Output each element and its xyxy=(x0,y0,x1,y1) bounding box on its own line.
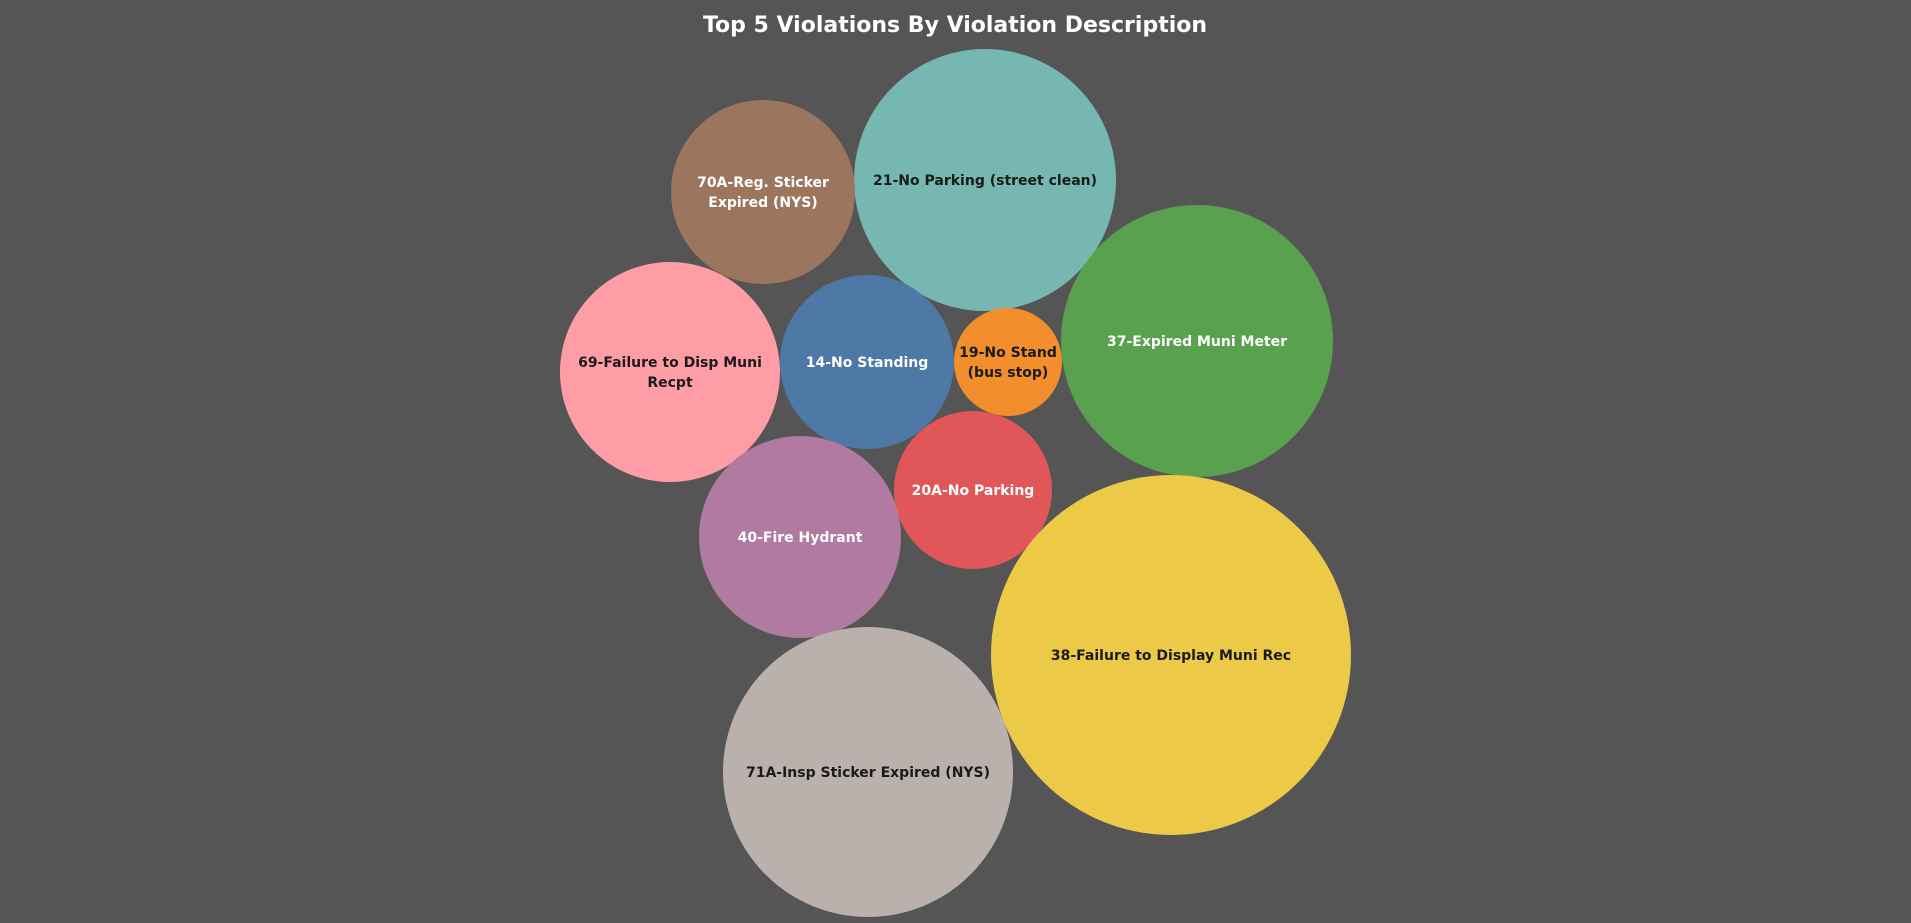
bubble[interactable]: 70A-Reg. Sticker Expired (NYS) xyxy=(671,100,855,284)
bubble[interactable]: 20A-No Parking xyxy=(894,411,1052,569)
bubble-label: (bus stop) xyxy=(968,365,1049,381)
bubbles-layer: 21-No Parking (street clean) 70A-Reg. Sti… xyxy=(560,49,1351,917)
bubble-label: 14-No Standing xyxy=(806,355,929,371)
bubble[interactable]: 21-No Parking (street clean) xyxy=(854,49,1116,311)
bubble-label: Recpt xyxy=(647,375,693,391)
bubble[interactable]: 71A-Insp Sticker Expired (NYS) xyxy=(723,627,1013,917)
bubble[interactable]: 40-Fire Hydrant xyxy=(699,436,901,638)
bubble-circle[interactable] xyxy=(560,262,780,482)
bubble[interactable]: 38-Failure to Display Muni Rec xyxy=(991,475,1351,835)
bubble-label: 20A-No Parking xyxy=(912,483,1035,499)
bubble-circle[interactable] xyxy=(1061,205,1333,477)
bubble-label: 70A-Reg. Sticker xyxy=(697,175,829,191)
bubble-circle[interactable] xyxy=(954,308,1062,416)
bubble-circle[interactable] xyxy=(671,100,855,284)
bubble-circle[interactable] xyxy=(780,275,954,449)
bubble-circle[interactable] xyxy=(894,411,1052,569)
bubble[interactable]: 19-No Stand (bus stop) xyxy=(954,308,1062,416)
bubble-circle[interactable] xyxy=(854,49,1116,311)
bubble-label: 21-No Parking (street clean) xyxy=(873,173,1097,189)
bubble-circle[interactable] xyxy=(723,627,1013,917)
bubble[interactable]: 69-Failure to Disp Muni Recpt xyxy=(560,262,780,482)
bubble-label: Expired (NYS) xyxy=(708,195,817,211)
bubble-circle[interactable] xyxy=(991,475,1351,835)
bubble-label: 40-Fire Hydrant xyxy=(738,530,863,546)
chart-title: Top 5 Violations By Violation Descriptio… xyxy=(703,13,1207,38)
bubble[interactable]: 37-Expired Muni Meter xyxy=(1061,205,1333,477)
bubble-label: 37-Expired Muni Meter xyxy=(1107,334,1287,350)
bubble-label: 71A-Insp Sticker Expired (NYS) xyxy=(746,765,990,781)
bubble-label: 38-Failure to Display Muni Rec xyxy=(1051,648,1291,664)
bubble[interactable]: 14-No Standing xyxy=(780,275,954,449)
bubble-label: 19-No Stand xyxy=(959,345,1057,361)
bubble-circle[interactable] xyxy=(699,436,901,638)
bubble-label: 69-Failure to Disp Muni xyxy=(578,355,762,371)
